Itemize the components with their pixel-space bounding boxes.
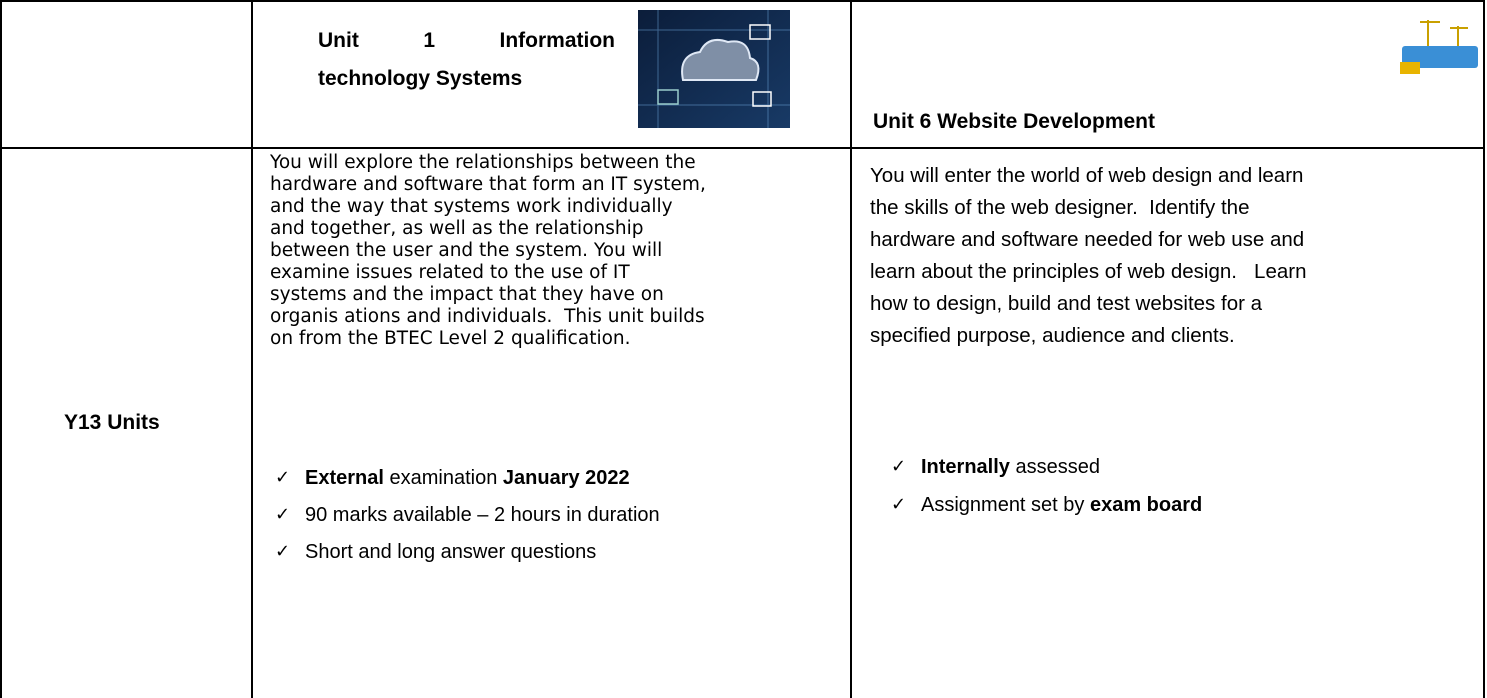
border xyxy=(0,0,1485,2)
text-line: and together, as well as the relationshi… xyxy=(270,218,644,239)
row-label: Y13 Units xyxy=(64,411,160,434)
text-line: hardware and software needed for web use… xyxy=(870,228,1305,251)
border xyxy=(0,147,1485,149)
text-line: examine issues related to the use of IT xyxy=(270,262,630,283)
bullet-text: examination xyxy=(383,467,503,489)
bullet-text: Short and long answer questions xyxy=(305,541,597,563)
text-line: how to design, build and test websites f… xyxy=(870,292,1263,315)
border xyxy=(850,0,852,698)
bullet: External examination January 2022 xyxy=(275,467,630,490)
text-line: organis ations and individuals. This uni… xyxy=(270,306,705,327)
unit1-image xyxy=(638,10,790,128)
unit1-description: You will explore the relationships betwe… xyxy=(270,152,706,350)
bullet-text: assessed xyxy=(1009,456,1100,478)
bullet-text: 90 marks available – 2 hours in duration xyxy=(305,504,660,526)
unit6-description: You will enter the world of web design a… xyxy=(870,160,1306,352)
text-line: You will enter the world of web design a… xyxy=(870,164,1304,187)
text-line: You will explore the relationships betwe… xyxy=(270,152,696,173)
unit1-title: Unit 1 Information technology Systems xyxy=(318,29,615,90)
text-line: hardware and software that form an IT sy… xyxy=(270,174,706,195)
text-line: between the user and the system. You wil… xyxy=(270,240,663,261)
border xyxy=(1483,0,1485,698)
text-line: systems and the impact that they have on xyxy=(270,284,664,305)
text-line: and the way that systems work individual… xyxy=(270,196,673,217)
text-line: specified purpose, audience and clients. xyxy=(870,324,1235,347)
border xyxy=(0,0,2,698)
unit6-title: Unit 6 Website Development xyxy=(873,110,1156,133)
border xyxy=(251,0,253,698)
bullet-text: January 2022 xyxy=(502,467,630,489)
text-line: the skills of the web designer. Identify… xyxy=(870,196,1250,219)
unit6-image xyxy=(1400,20,1478,74)
text-line: on from the BTEC Level 2 qualification. xyxy=(270,328,631,349)
bullet: 90 marks available – 2 hours in duration xyxy=(275,504,660,527)
bullet: Short and long answer questions xyxy=(275,541,597,564)
bullet-text: exam board xyxy=(1089,494,1203,516)
bullet-text: External xyxy=(305,467,384,489)
bullet-text: Internally xyxy=(921,456,1010,478)
bullet-text: Assignment set by xyxy=(921,494,1090,516)
bullet: Assignment set by exam board xyxy=(891,494,1203,517)
bullet: Internally assessed xyxy=(891,456,1100,479)
text-line: learn about the principles of web design… xyxy=(870,260,1307,283)
